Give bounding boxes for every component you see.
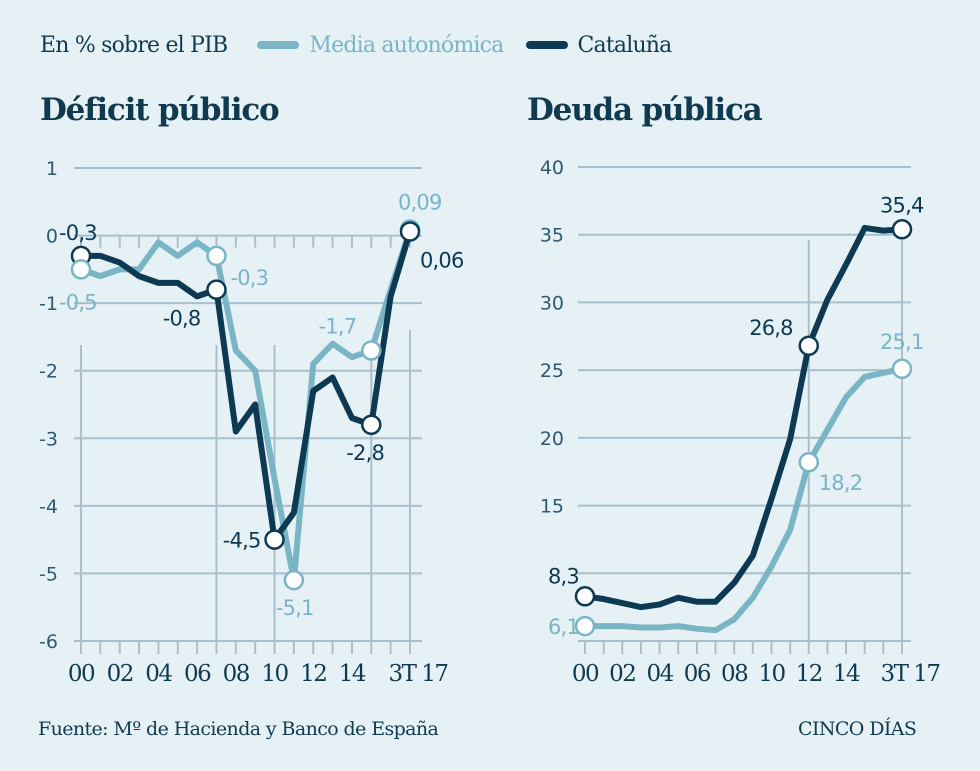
deficit-data-label: -0,5 [59,290,97,314]
deficit-x-tick-label: 14 [339,661,366,687]
deficit-data-label: -5,1 [276,596,314,620]
debt-point-marker [891,219,913,240]
deficit-y-tick-label: -4 [39,496,58,518]
debt-point-marker [798,335,820,357]
debt-data-label: 6,1 [548,615,579,639]
deficit-point-marker [264,529,285,550]
debt-x-tick-label: 06 [684,661,711,687]
deficit-data-label: -0,3 [230,266,268,290]
debt-data-label: 35,4 [880,193,924,217]
debt-y-tick-label: 30 [540,292,564,314]
debt-data-label: 8,3 [548,564,579,588]
deficit-point-marker [206,245,227,267]
deficit-y-tick-label: 0 [46,226,58,248]
deficit-x-tick-label: 10 [261,661,288,687]
deficit-x-tick-label: 12 [300,661,326,687]
deficit-point-marker [361,414,382,436]
debt-x-tick-label: 02 [609,661,635,687]
debt-data-label: 26,8 [749,316,793,340]
debt-point-marker [574,615,596,637]
deficit-y-tick-label: -2 [39,361,58,383]
legend-label-media: Media autonómica [309,32,504,58]
debt-y-tick-label: 20 [540,428,564,450]
deficit-point-marker [206,279,227,300]
deficit-data-label: -4,5 [223,529,261,553]
legend: En % sobre el PIB Media autonómica Catal… [40,30,694,60]
debt-point-marker [891,358,913,380]
deficit-x-tick-label: 00 [68,661,95,687]
unit-label: En % sobre el PIB [40,32,228,58]
debt-point-marker [798,451,820,473]
deficit-point-marker [361,340,382,361]
legend-swatch-media [257,41,300,49]
deficit-x-tick-label: 04 [145,661,172,687]
deficit-data-label: 0,09 [398,190,442,214]
deficit-x-tick-label: 06 [184,661,211,687]
deficit-data-label: -0,8 [163,307,201,331]
debt-y-tick-label: 40 [540,157,564,179]
debt-y-tick-label: 15 [540,496,564,518]
deficit-point-marker [399,221,421,242]
deficit-data-label: -0,3 [59,221,97,245]
deficit-x-tick-label: 02 [107,661,133,687]
deficit-point-marker [283,569,305,591]
debt-data-label: 18,2 [819,471,863,495]
debt-line-cataluna [582,224,905,611]
deficit-data-label: 0,06 [420,249,464,273]
debt-y-tick-label: 35 [540,225,564,247]
deficit-line-cataluna [78,228,413,543]
debt-data-label: 25,1 [880,330,924,354]
debt-chart-title: Deuda pública [527,92,763,128]
debt-y-tick-label: 25 [540,360,564,382]
debt-x-tick-label: 08 [721,661,748,687]
debt-x-tick-label: 12 [796,661,822,687]
deficit-y-tick-label: -6 [39,631,58,653]
debt-point-marker [574,586,596,607]
legend-swatch-cataluna [525,41,568,49]
debt-x-tick-label: 14 [833,661,860,687]
brand-label: CINCO DÍAS [798,718,917,740]
deficit-x-tick-label: 08 [223,661,250,687]
debt-x-tick-label: 3T 17 [880,661,939,687]
deficit-data-label: -1,7 [319,314,357,338]
debt-x-tick-label: 00 [572,661,599,687]
deficit-data-label: -2,8 [346,441,384,465]
deficit-point-marker [70,259,92,280]
source-note: Fuente: Mº de Hacienda y Banco de España [38,718,439,740]
deficit-y-tick-label: 1 [46,158,58,180]
deficit-x-tick-label: 3T 17 [388,661,447,687]
deficit-chart-title: Déficit público [40,92,280,128]
debt-x-tick-label: 04 [646,661,673,687]
debt-line-media [582,365,905,634]
deficit-line-media [78,226,413,584]
debt-x-tick-label: 10 [758,661,785,687]
deficit-y-tick-label: -1 [39,293,58,315]
deficit-y-tick-label: -3 [39,428,58,450]
deficit-y-tick-label: -5 [39,563,58,585]
legend-label-cataluna: Cataluña [577,32,673,58]
